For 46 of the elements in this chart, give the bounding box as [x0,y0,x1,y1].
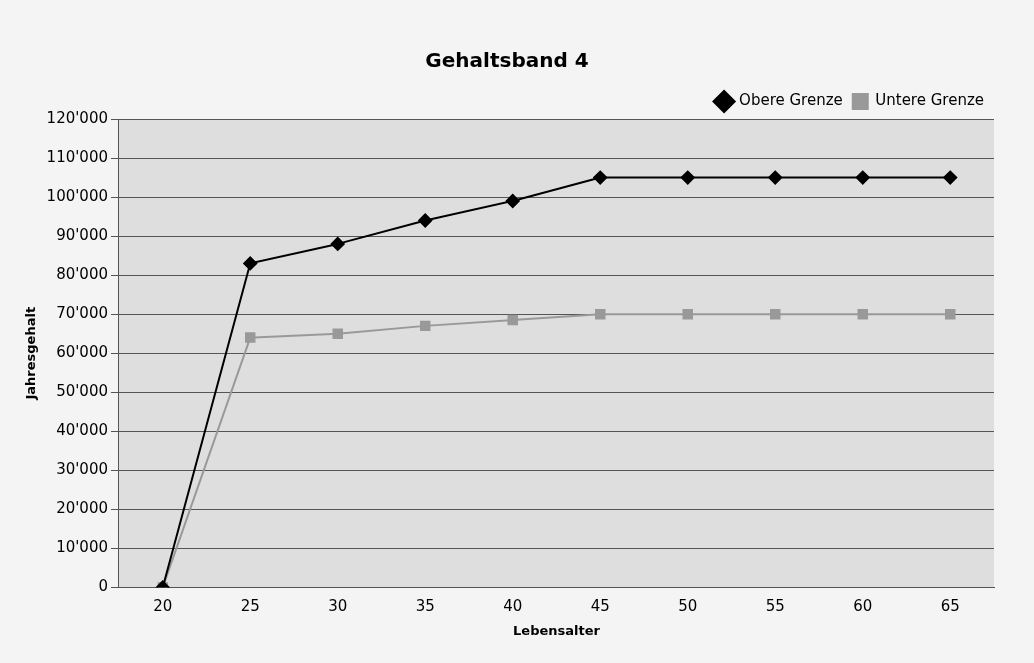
point [855,170,870,185]
point [682,308,693,320]
point [507,314,518,326]
y-tick-label: 40'000 [56,421,108,440]
y-tick-label: 110'000 [46,147,108,166]
point [505,193,520,208]
y-tick-label: 60'000 [56,343,108,362]
x-tick-label: 20 [153,597,173,616]
y-axis-title: Jahresgehalt [23,306,39,401]
point [330,236,345,251]
x-axis-title: Lebensalter [513,622,601,638]
y-tick-label: 80'000 [56,265,108,284]
y-tick-label: 50'000 [56,382,108,401]
point [595,308,606,320]
point [857,308,868,320]
x-tick-label: 45 [590,597,610,616]
point [945,308,956,320]
y-tick-label: 10'000 [56,538,108,557]
point [244,332,256,343]
point [418,213,433,228]
x-tick-label: 60 [853,597,873,616]
x-tick-label: 50 [678,597,698,616]
y-tick-label: 20'000 [56,499,108,518]
x-tick-label: 25 [240,597,260,616]
point [593,170,608,185]
y-tick-label: 100'000 [46,186,108,205]
point [243,256,258,271]
point [768,170,783,185]
y-tick-label: 90'000 [56,225,108,244]
chart-title: Gehaltsband 4 [425,48,589,73]
point [420,320,431,332]
y-tick-label: 30'000 [56,460,108,479]
x-tick-label: 65 [940,597,960,616]
x-tick-label: 40 [503,597,523,616]
y-tick-label: 0 [98,577,108,596]
x-tick-label: 55 [765,597,785,616]
y-tick-label: 70'000 [56,304,108,323]
point [943,170,958,185]
point [680,170,695,185]
x-tick-label: 35 [415,597,435,616]
x-tick-label: 30 [328,597,348,616]
y-tick-label: 120'000 [46,108,108,127]
point [770,308,781,320]
legend-label: Obere Grenze [739,91,843,110]
legend-label: Untere Grenze [875,91,985,110]
point [332,328,343,339]
